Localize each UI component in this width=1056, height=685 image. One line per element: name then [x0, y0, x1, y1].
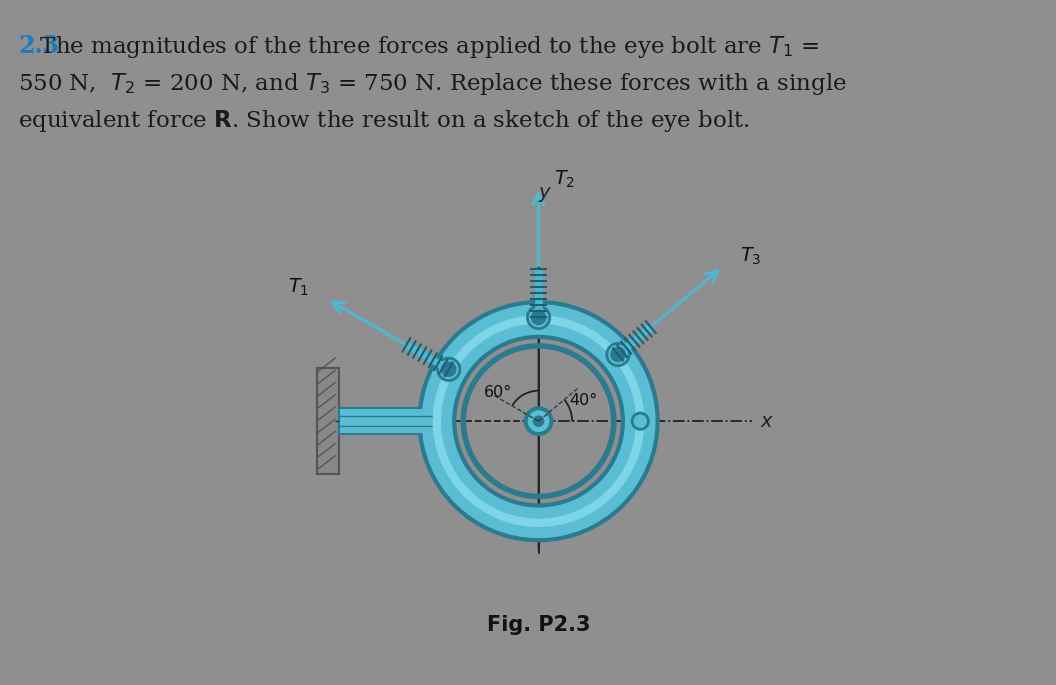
- Text: equivalent force $\mathbf{R}$. Show the result on a sketch of the eye bolt.: equivalent force $\mathbf{R}$. Show the …: [18, 108, 750, 134]
- Circle shape: [533, 416, 544, 426]
- Circle shape: [611, 347, 625, 362]
- Text: The magnitudes of the three forces applied to the eye bolt are $T_1$ =: The magnitudes of the three forces appli…: [18, 34, 819, 60]
- Circle shape: [437, 358, 460, 380]
- Text: Fig. P2.3: Fig. P2.3: [487, 614, 590, 634]
- Text: 40°: 40°: [569, 393, 598, 408]
- Text: y: y: [539, 182, 550, 201]
- Text: 60°: 60°: [484, 385, 512, 400]
- Text: $T_3$: $T_3$: [740, 246, 761, 267]
- Circle shape: [633, 413, 648, 429]
- Circle shape: [525, 407, 552, 436]
- Bar: [339, 408, 437, 434]
- Circle shape: [531, 310, 546, 325]
- Text: x: x: [760, 412, 772, 431]
- Text: $T_1$: $T_1$: [288, 276, 309, 297]
- Circle shape: [441, 362, 456, 377]
- Text: 550 N,  $T_2$ = 200 N, and $T_3$ = 750 N. Replace these forces with a single: 550 N, $T_2$ = 200 N, and $T_3$ = 750 N.…: [18, 71, 847, 97]
- Circle shape: [607, 343, 629, 366]
- Bar: [317, 369, 339, 474]
- Text: $T_2$: $T_2$: [554, 169, 576, 190]
- Circle shape: [527, 306, 550, 329]
- Text: 2.3: 2.3: [18, 34, 59, 58]
- Circle shape: [528, 411, 549, 432]
